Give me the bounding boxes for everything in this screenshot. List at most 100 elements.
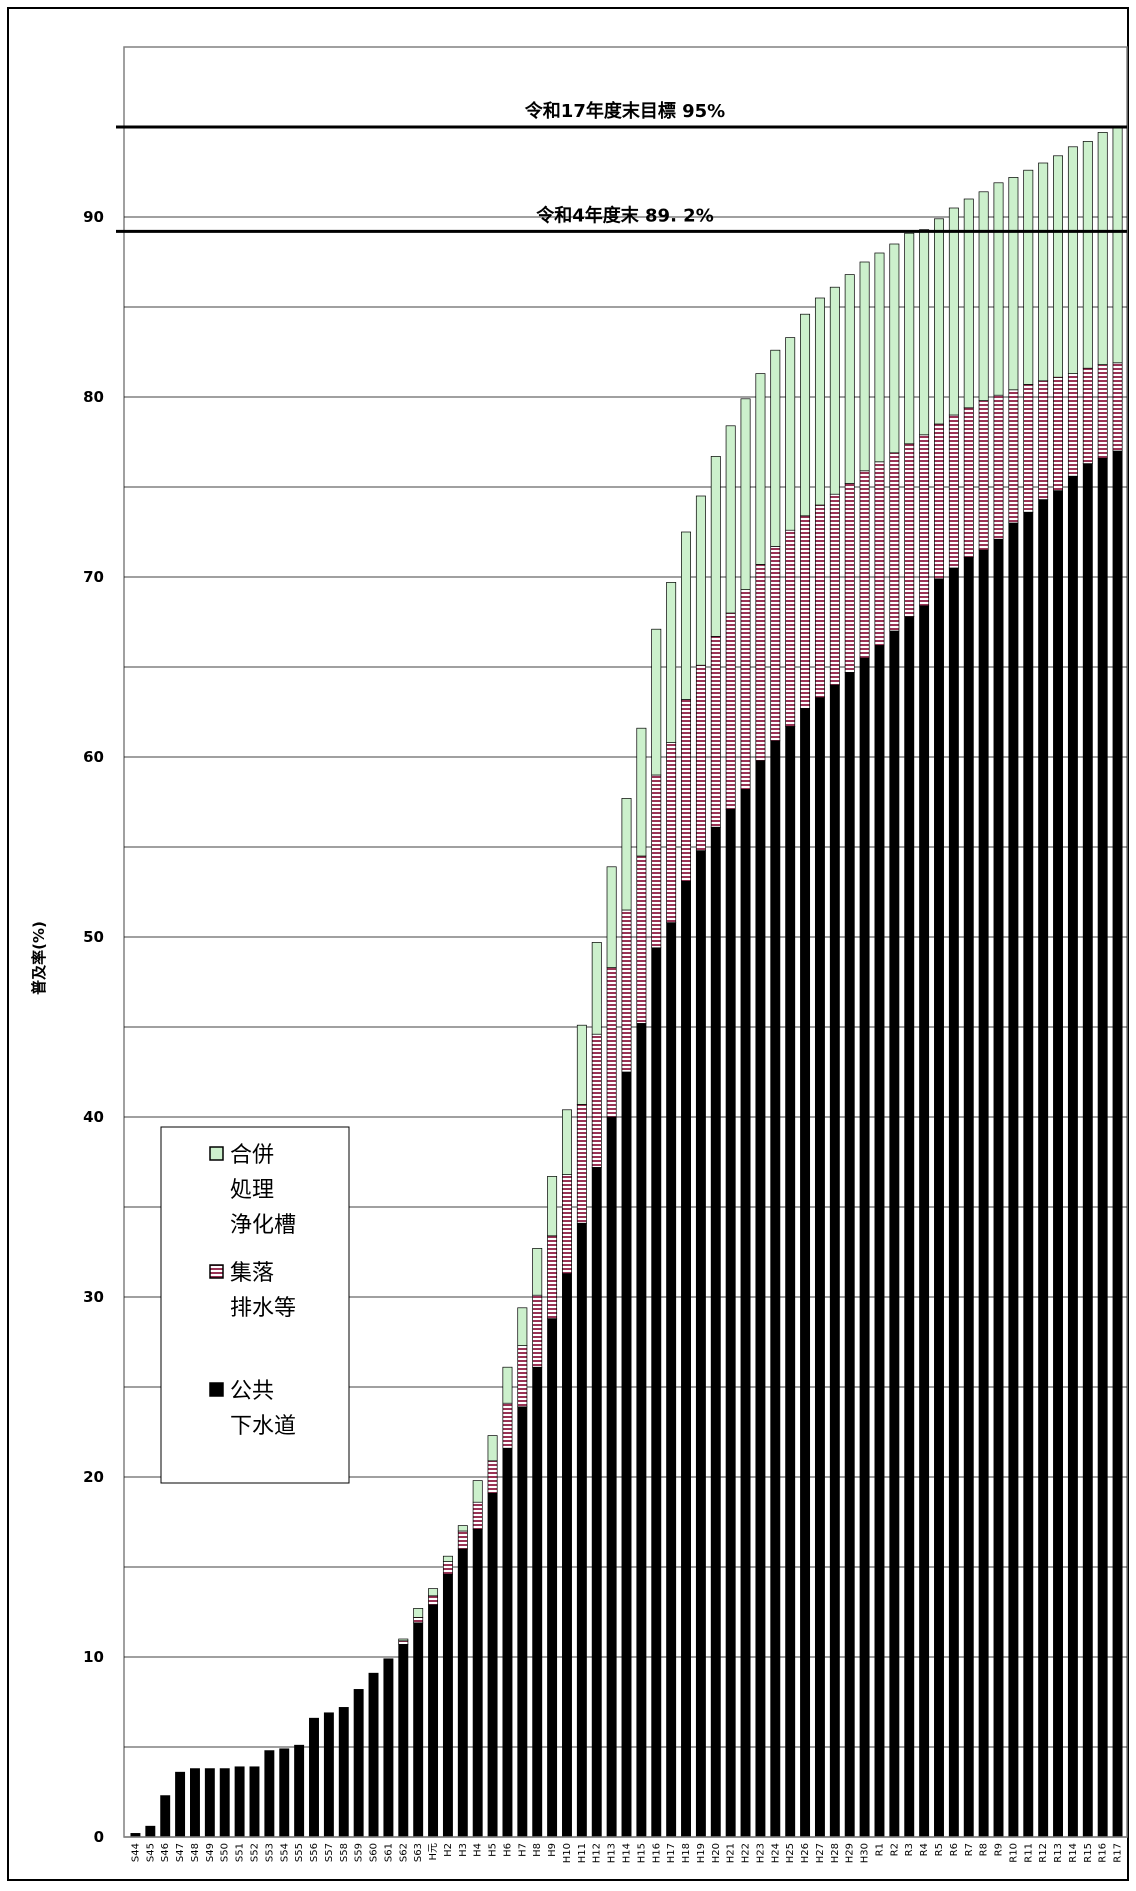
x-tick-label: S58 <box>339 1843 350 1862</box>
bar-R16-s2 <box>1097 132 1108 365</box>
bar-S60-s0 <box>368 1672 379 1838</box>
bar-H13-s1 <box>606 967 617 1118</box>
bar-H30-s0 <box>859 657 870 1838</box>
bar-R15-s2 <box>1082 141 1093 369</box>
bar-H23-s2 <box>755 373 766 565</box>
bar-H23-s1 <box>755 564 766 761</box>
bar-R8-s0 <box>978 549 989 1838</box>
x-tick-label: H27 <box>815 1843 826 1863</box>
bar-H22-s0 <box>740 789 751 1838</box>
bar-H16-s0 <box>651 947 662 1838</box>
bar-H2-s1 <box>442 1561 453 1575</box>
x-tick-label: H16 <box>651 1843 662 1863</box>
bar-R4-s1 <box>919 434 930 607</box>
bar-R12-s2 <box>1038 162 1049 382</box>
bar-H20-s2 <box>710 456 721 637</box>
bar-H26-s2 <box>800 313 811 517</box>
bar-S61-s0 <box>383 1658 394 1838</box>
x-tick-label: S57 <box>324 1843 335 1862</box>
bar-H3-s1 <box>457 1530 468 1550</box>
bar-R7-s0 <box>963 556 974 1838</box>
y-tick-label: 10 <box>83 1648 104 1666</box>
y-tick-label: 70 <box>83 568 104 586</box>
x-tick-label: H10 <box>562 1843 573 1863</box>
bar-H元-s1 <box>428 1595 439 1606</box>
bar-H30-s1 <box>859 470 870 659</box>
bar-H16-s2 <box>651 628 662 776</box>
bar-R5-s1 <box>934 423 944 580</box>
bar-S62-s1 <box>398 1640 409 1645</box>
x-tick-label: R1 <box>874 1843 885 1856</box>
bar-H11-s2 <box>576 1024 587 1105</box>
x-tick-label: H23 <box>755 1843 766 1863</box>
x-tick-label: H29 <box>845 1843 856 1863</box>
x-tick-label: S61 <box>383 1843 394 1862</box>
bar-S50-s0 <box>219 1768 230 1838</box>
x-tick-label: R6 <box>949 1843 960 1856</box>
bar-H12-s1 <box>591 1033 602 1168</box>
x-tick-label: H14 <box>622 1843 633 1863</box>
x-tick-label: R14 <box>1068 1843 1079 1863</box>
bar-H24-s2 <box>770 349 781 547</box>
bar-H8-s2 <box>532 1248 543 1296</box>
bar-R11-s0 <box>1023 511 1034 1838</box>
x-tick-label: S44 <box>130 1843 141 1862</box>
legend-label: 集落 <box>230 1261 274 1286</box>
bar-H10-s0 <box>562 1273 572 1838</box>
bar-H26-s0 <box>800 708 811 1838</box>
legend-label: 浄化槽 <box>230 1213 296 1238</box>
x-tick-label: R16 <box>1098 1843 1109 1863</box>
bar-R17-s2 <box>1112 126 1123 364</box>
bar-H3-s0 <box>457 1548 468 1838</box>
bar-S51-s0 <box>234 1766 245 1838</box>
bar-H29-s0 <box>844 672 855 1838</box>
y-tick-label: 30 <box>83 1288 104 1306</box>
bar-H7-s1 <box>517 1345 528 1408</box>
bar-H19-s2 <box>695 495 706 666</box>
bar-H28-s1 <box>829 493 840 686</box>
bar-H27-s1 <box>814 504 825 698</box>
x-tick-label: R5 <box>934 1843 945 1856</box>
x-tick-label: H26 <box>800 1843 811 1863</box>
bar-H26-s1 <box>800 515 811 709</box>
x-tick-label: R4 <box>919 1843 930 1856</box>
bar-S53-s0 <box>264 1750 275 1838</box>
x-tick-label: R7 <box>964 1843 975 1856</box>
bar-H10-s2 <box>562 1109 572 1175</box>
bar-H27-s0 <box>814 697 825 1838</box>
bar-S47-s0 <box>175 1771 186 1838</box>
bar-R17-s1 <box>1112 362 1123 452</box>
bar-R2-s0 <box>889 630 900 1838</box>
x-tick-label: H12 <box>592 1843 603 1863</box>
x-tick-label: S51 <box>235 1843 246 1862</box>
bar-H元-s2 <box>428 1588 439 1597</box>
bar-S58-s0 <box>338 1707 349 1838</box>
bar-H11-s1 <box>576 1104 587 1224</box>
x-tick-label: H28 <box>830 1843 841 1863</box>
bar-H30-s2 <box>859 261 870 472</box>
bar-R13-s0 <box>1053 490 1064 1838</box>
x-tick-label: S62 <box>398 1843 409 1862</box>
legend-swatch <box>209 1264 224 1279</box>
bar-R1-s0 <box>874 645 885 1838</box>
bar-H20-s1 <box>710 636 721 828</box>
bar-R16-s1 <box>1097 364 1108 459</box>
bar-R14-s0 <box>1067 475 1078 1838</box>
bar-S48-s0 <box>190 1768 200 1838</box>
y-tick-label: 40 <box>83 1108 104 1126</box>
y-tick-label: 20 <box>83 1468 104 1486</box>
x-tick-label: H6 <box>502 1843 513 1857</box>
bar-H25-s1 <box>785 529 796 727</box>
y-tick-label: 90 <box>83 208 104 226</box>
bar-H15-s2 <box>636 727 647 857</box>
bar-R2-s2 <box>889 243 900 454</box>
y-axis-label: 普及率(%) <box>30 921 48 995</box>
bar-H28-s0 <box>829 684 840 1838</box>
bar-S63-s1 <box>413 1617 424 1624</box>
bar-R15-s0 <box>1082 463 1093 1838</box>
legend-label: 下水道 <box>230 1414 296 1439</box>
bar-H10-s1 <box>562 1174 572 1274</box>
bar-R4-s2 <box>919 229 930 436</box>
bar-H15-s0 <box>636 1023 647 1838</box>
x-tick-label: S54 <box>279 1843 290 1862</box>
